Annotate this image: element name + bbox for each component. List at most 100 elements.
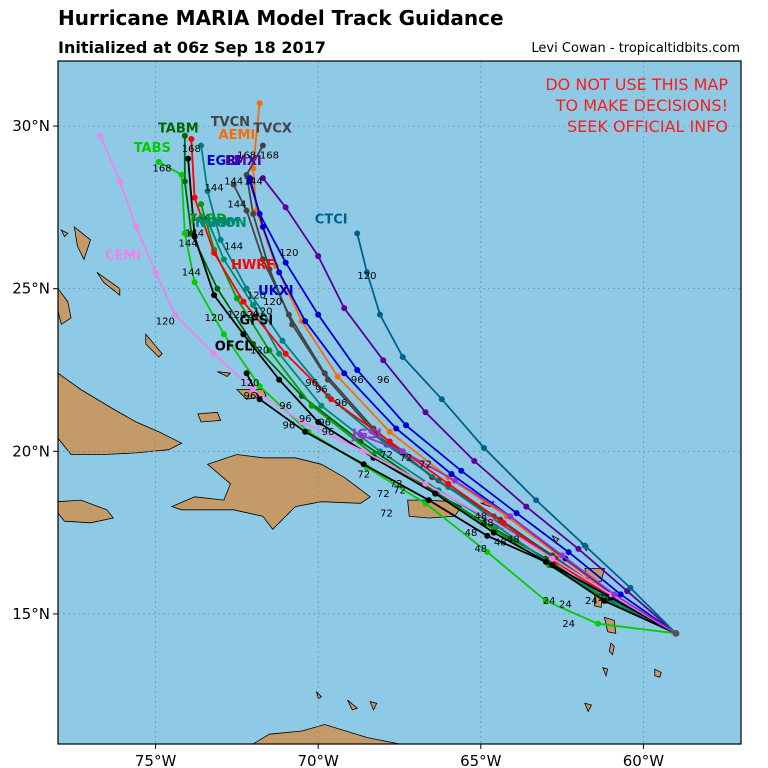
land-curacao <box>347 699 358 711</box>
land-hispaniola <box>170 454 371 530</box>
warning-box: DO NOT USE THIS MAP TO MAKE DECISIONS! S… <box>545 74 728 137</box>
land-andros <box>58 288 72 326</box>
track-point <box>542 558 549 565</box>
track-point <box>376 448 383 455</box>
track-point <box>357 432 364 439</box>
track-point <box>198 201 205 208</box>
track-point <box>611 591 618 598</box>
track-point <box>341 370 348 377</box>
track-point <box>575 545 582 552</box>
forecast-hour-label: 96 <box>283 421 296 432</box>
track-point <box>308 402 315 409</box>
track-point <box>191 233 198 240</box>
track-point <box>533 497 540 504</box>
forecast-hour-label: 24 <box>543 596 556 607</box>
track-point <box>116 178 123 185</box>
track-point <box>185 155 192 162</box>
track-point <box>246 178 253 185</box>
forecast-hour-label: 96 <box>305 378 318 389</box>
warning-line-1: DO NOT USE THIS MAP <box>545 75 728 94</box>
forecast-hour-label: 24 <box>598 593 611 604</box>
track-point <box>328 396 335 403</box>
land-eleuthera <box>96 272 121 297</box>
forecast-hour-label: 120 <box>156 316 175 327</box>
track-point <box>448 471 455 478</box>
track-point <box>259 175 266 182</box>
track-point <box>298 419 305 426</box>
track-point <box>386 438 393 445</box>
x-tick-label: 60°W <box>623 752 665 768</box>
model-label-gfsi: GFSI <box>240 313 274 328</box>
forecast-hour-label: 120 <box>250 346 269 357</box>
forecast-hour-label: 120 <box>263 297 282 308</box>
model-label-hwrf: HWRF <box>231 258 275 273</box>
track-point <box>97 132 104 139</box>
track-point <box>484 532 491 539</box>
track-point <box>376 311 383 318</box>
track-point <box>181 230 188 237</box>
forecast-hour-label: 72 <box>357 469 370 480</box>
track-point <box>178 171 185 178</box>
track-point <box>549 555 556 562</box>
track-point <box>217 236 224 243</box>
track-point <box>230 181 237 188</box>
forecast-hour-label: 144 <box>182 268 201 279</box>
model-label-hmon: HMON <box>201 216 247 231</box>
forecast-hour-label: 168 <box>153 164 172 175</box>
y-tick-label: 15°N <box>12 605 50 623</box>
track-point <box>240 331 247 338</box>
track-point <box>259 223 266 230</box>
track-point <box>601 597 608 604</box>
forecast-hour-label: 144 <box>185 229 204 240</box>
track-point <box>188 136 195 143</box>
track-point <box>240 298 247 305</box>
land-bermuda-like-stub <box>60 229 69 238</box>
forecast-hour-label: 48 <box>507 534 520 545</box>
land-abaco <box>73 225 91 261</box>
track-point <box>256 383 263 390</box>
forecast-hour-label: 168 <box>260 151 279 162</box>
track-point <box>152 269 159 276</box>
forecast-hour-label: 144 <box>227 199 246 210</box>
forecast-hour-label: 96 <box>322 427 335 438</box>
forecast-hour-label: 96 <box>318 417 331 428</box>
track-point <box>403 422 410 429</box>
forecast-hour-label: 96 <box>315 385 328 396</box>
model-label-tabs: TABS <box>134 141 171 156</box>
track-point <box>243 370 250 377</box>
track-point <box>204 188 211 195</box>
init-time: Initialized at 06z Sep 18 2017 <box>58 38 326 57</box>
forecast-hour-label: 72 <box>377 489 390 500</box>
track-point <box>220 331 227 338</box>
track-point <box>481 445 488 452</box>
track-point <box>334 373 341 380</box>
forecast-hour-label: 48 <box>474 512 487 523</box>
track-point <box>354 230 361 237</box>
track-point <box>542 597 549 604</box>
y-tick-label: 30°N <box>12 117 50 135</box>
land-mayaguana <box>217 371 232 377</box>
forecast-hour-label: 144 <box>224 177 243 188</box>
land-st-kitts <box>551 534 560 544</box>
model-label-tvcn: TVCN <box>211 115 250 130</box>
land-puerto-rico <box>407 499 462 519</box>
map-title: Hurricane MARIA Model Track Guidance <box>58 6 504 30</box>
model-label-egri: EGRI <box>207 154 241 169</box>
track-point <box>594 620 601 627</box>
track-point <box>191 279 198 286</box>
track-point <box>360 461 367 468</box>
forecast-hour-label: 24 <box>559 599 572 610</box>
track-point <box>581 542 588 549</box>
track-point <box>354 366 361 373</box>
track-gfsi <box>187 158 677 635</box>
track-point <box>341 305 348 312</box>
track-point <box>155 158 162 165</box>
land-jamaica <box>58 499 115 524</box>
model-label-emxi: EMXI <box>225 154 262 169</box>
track-hwrf <box>190 139 677 635</box>
track-point <box>484 549 491 556</box>
track-point <box>393 425 400 432</box>
forecast-hour-label: 144 <box>224 242 243 253</box>
track-point <box>380 357 387 364</box>
